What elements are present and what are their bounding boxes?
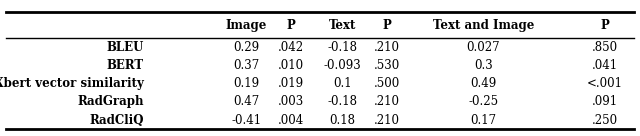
Text: 0.18: 0.18 <box>330 114 355 127</box>
Text: 0.49: 0.49 <box>470 77 497 90</box>
Text: .010: .010 <box>278 59 304 72</box>
Text: 0.3: 0.3 <box>474 59 493 72</box>
Text: .500: .500 <box>374 77 401 90</box>
Text: P: P <box>383 19 392 32</box>
Text: -0.18: -0.18 <box>328 95 357 108</box>
Text: .210: .210 <box>374 41 400 54</box>
Text: .091: .091 <box>592 95 618 108</box>
Text: <.001: <.001 <box>587 77 623 90</box>
Text: -0.41: -0.41 <box>231 114 262 127</box>
Text: 0.37: 0.37 <box>233 59 260 72</box>
Text: .210: .210 <box>374 114 400 127</box>
Text: BERT: BERT <box>107 59 144 72</box>
Text: .019: .019 <box>278 77 304 90</box>
Text: 0.29: 0.29 <box>234 41 259 54</box>
Text: Text: Text <box>329 19 356 32</box>
Text: P: P <box>600 19 609 32</box>
Text: Text and Image: Text and Image <box>433 19 534 32</box>
Text: .210: .210 <box>374 95 400 108</box>
Text: RadCliQ: RadCliQ <box>90 114 144 127</box>
Text: BLEU: BLEU <box>107 41 144 54</box>
Text: 0.1: 0.1 <box>333 77 352 90</box>
Text: .850: .850 <box>592 41 618 54</box>
Text: -0.093: -0.093 <box>324 59 361 72</box>
Text: RadGraph: RadGraph <box>77 95 144 108</box>
Text: .042: .042 <box>278 41 304 54</box>
Text: 0.17: 0.17 <box>470 114 496 127</box>
Text: 0.19: 0.19 <box>234 77 259 90</box>
Text: Image: Image <box>226 19 267 32</box>
Text: 0.027: 0.027 <box>467 41 500 54</box>
Text: P: P <box>287 19 296 32</box>
Text: .004: .004 <box>278 114 305 127</box>
Text: .003: .003 <box>278 95 305 108</box>
Text: .250: .250 <box>592 114 618 127</box>
Text: -0.18: -0.18 <box>328 41 357 54</box>
Text: .530: .530 <box>374 59 401 72</box>
Text: -0.25: -0.25 <box>468 95 499 108</box>
Text: .041: .041 <box>592 59 618 72</box>
Text: CheXbert vector similarity: CheXbert vector similarity <box>0 77 144 90</box>
Text: 0.47: 0.47 <box>233 95 260 108</box>
